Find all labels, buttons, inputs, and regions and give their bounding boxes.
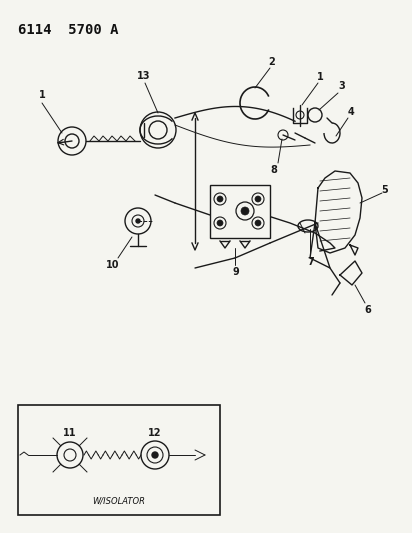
Text: 6114  5700 A: 6114 5700 A <box>18 23 119 37</box>
Bar <box>210 185 270 238</box>
Text: 4: 4 <box>348 107 354 117</box>
Text: 3: 3 <box>339 81 345 91</box>
Text: 12: 12 <box>148 428 162 438</box>
Text: 9: 9 <box>233 267 239 277</box>
Text: 11: 11 <box>63 428 77 438</box>
Circle shape <box>217 220 223 226</box>
Text: 5: 5 <box>382 185 389 195</box>
Text: 8: 8 <box>271 165 277 175</box>
Circle shape <box>241 207 249 215</box>
Circle shape <box>152 452 158 458</box>
Circle shape <box>255 220 261 226</box>
Bar <box>18 405 220 515</box>
Text: W/ISOLATOR: W/ISOLATOR <box>93 497 145 506</box>
Text: 1: 1 <box>39 90 45 100</box>
Circle shape <box>255 196 261 202</box>
Text: 6: 6 <box>365 305 371 315</box>
Circle shape <box>136 219 140 223</box>
Text: 1: 1 <box>317 72 323 82</box>
Circle shape <box>217 196 223 202</box>
Text: 13: 13 <box>137 71 151 81</box>
Text: 2: 2 <box>269 57 275 67</box>
Text: 7: 7 <box>308 257 314 267</box>
Text: 10: 10 <box>106 260 120 270</box>
